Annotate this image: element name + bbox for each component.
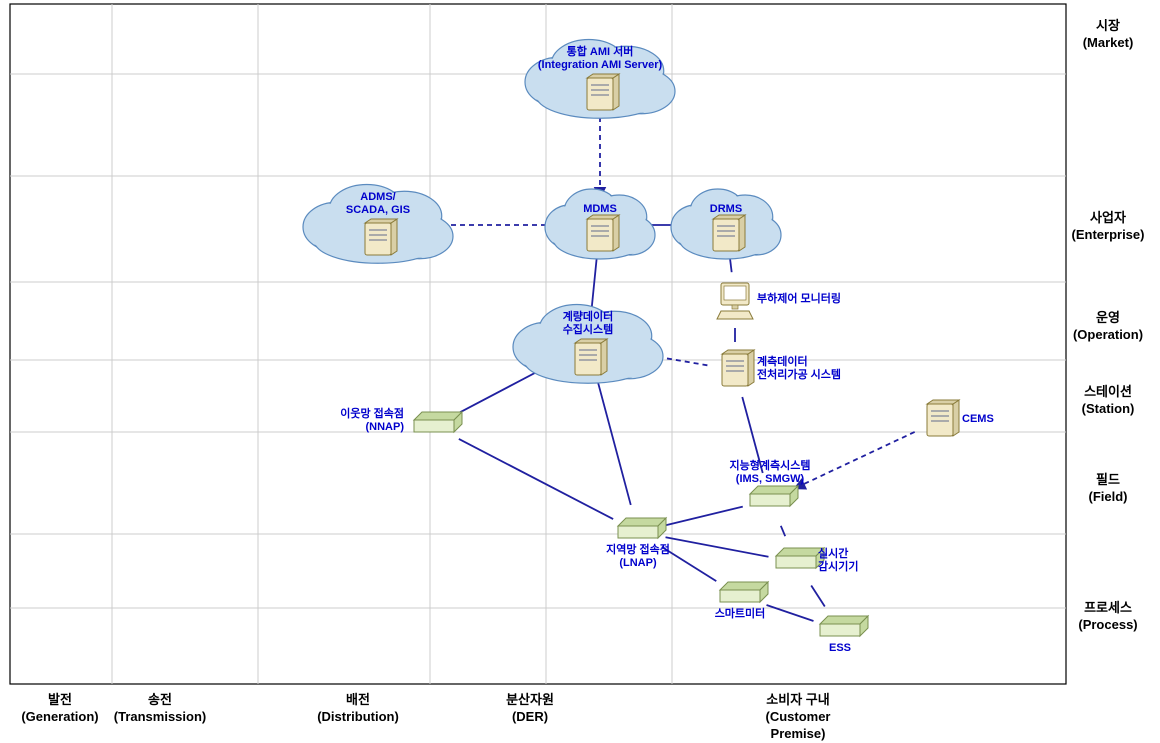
node-label-ess: ESS — [760, 642, 920, 655]
node-label-ami: 통합 AMI 서버(Integration AMI Server) — [520, 46, 680, 72]
node-label-ims: 지능형계측시스템(IMS, SMGW) — [690, 460, 850, 486]
box3d-icon — [618, 518, 666, 538]
col-label: 소비자 구내(Customer Premise) — [738, 692, 858, 743]
box3d-icon — [720, 582, 768, 602]
box3d-icon — [750, 486, 798, 506]
node-label-cems: CEMS — [962, 413, 994, 426]
node-label-coll: 계량데이터수집시스템 — [508, 311, 668, 337]
node-label-lnap: 지역망 접속점(LNAP) — [558, 544, 718, 570]
node-label-mon: 부하제어 모니터링 — [757, 293, 841, 306]
box3d-icon — [820, 616, 868, 636]
cloud-node — [671, 189, 781, 259]
col-label: 분산자원(DER) — [470, 692, 590, 726]
server-icon — [713, 215, 745, 251]
diagram-svg — [0, 0, 1160, 722]
row-label: 시장(Market) — [1058, 18, 1158, 52]
server-icon — [365, 219, 397, 255]
edge — [595, 372, 631, 505]
row-label: 스테이션(Station) — [1058, 384, 1158, 418]
server-icon — [575, 339, 607, 375]
node-label-drms: DRMS — [646, 203, 806, 216]
edge — [665, 507, 743, 526]
row-label: 운영(Operation) — [1058, 310, 1158, 344]
row-label: 프로세스(Process) — [1058, 600, 1158, 634]
server-icon — [927, 400, 959, 436]
diagram-root: 시장(Market) 사업자(Enterprise) 운영(Operation) 스테… — [0, 0, 1160, 722]
server-icon — [722, 350, 754, 386]
edge — [781, 526, 785, 536]
server-icon — [587, 74, 619, 110]
node-label-sm: 스마트미터 — [660, 608, 820, 621]
cloud-node — [545, 189, 655, 259]
col-label: 송전(Transmission) — [100, 692, 220, 726]
edge — [459, 439, 613, 519]
box3d-icon — [776, 548, 824, 568]
node-label-adms: ADMS/SCADA, GIS — [298, 191, 458, 217]
col-label: 배전(Distribution) — [298, 692, 418, 726]
row-label: 필드(Field) — [1058, 472, 1158, 506]
node-label-rt: 실시간감시기기 — [818, 548, 858, 574]
monitor-icon — [717, 283, 753, 319]
row-label: 사업자(Enterprise) — [1058, 210, 1158, 244]
node-label-pre: 계측데이터전처리가공 시스템 — [757, 356, 841, 382]
edge — [811, 586, 825, 607]
box3d-icon — [414, 412, 462, 432]
node-label-nnap: 이웃망 접속점(NNAP) — [284, 408, 404, 434]
server-icon — [587, 215, 619, 251]
